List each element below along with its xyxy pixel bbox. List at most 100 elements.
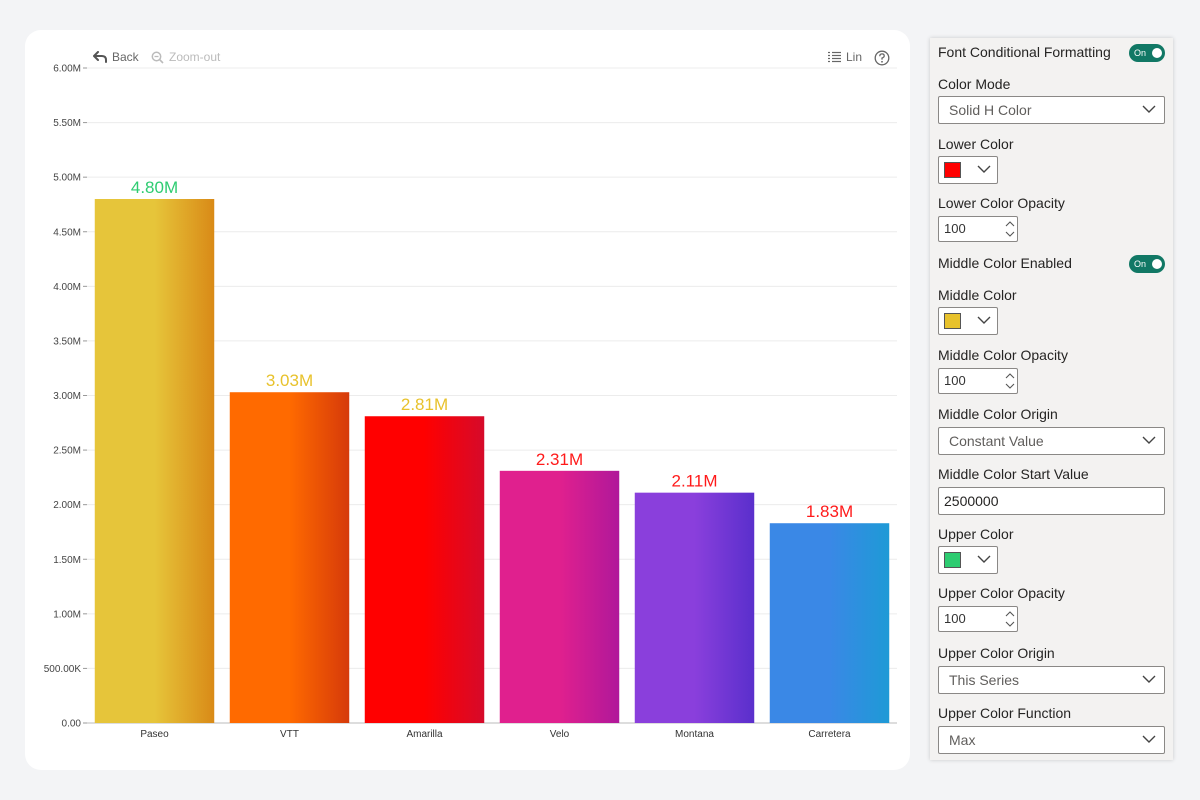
upper-color-origin-label: Upper Color Origin <box>938 645 1055 661</box>
font-conditional-formatting-toggle[interactable]: On <box>1129 44 1165 62</box>
lower-color-row: Lower Color <box>938 135 1165 184</box>
x-category-label: Velo <box>550 729 570 740</box>
y-tick-label: 5.50M <box>53 118 81 129</box>
spinner-arrows-icon[interactable] <box>1004 218 1016 240</box>
upper-color-opacity-value: 100 <box>944 611 966 626</box>
upper-color-label: Upper Color <box>938 526 1014 542</box>
bar <box>94 199 215 723</box>
middle-color-enabled-toggle[interactable]: On <box>1129 255 1165 273</box>
upper-color-opacity-row: Upper Color Opacity 100 <box>938 584 1165 632</box>
bar <box>499 470 620 723</box>
scale-toggle-button[interactable]: Lin <box>827 50 862 64</box>
middle-color-enabled-label: Middle Color Enabled <box>938 255 1072 271</box>
toggle-knob <box>1152 259 1162 269</box>
y-tick-label: 4.00M <box>53 282 81 293</box>
upper-color-row: Upper Color <box>938 525 1165 574</box>
chevron-down-icon <box>977 316 991 324</box>
spinner-arrows-icon[interactable] <box>1004 608 1016 630</box>
color-mode-dropdown[interactable]: Solid H Color <box>938 96 1165 124</box>
y-tick-label: 3.00M <box>53 391 81 402</box>
y-tick-label: 3.50M <box>53 336 81 347</box>
middle-color-enabled-row: Middle Color Enabled On <box>938 254 1165 273</box>
back-label: Back <box>112 50 139 64</box>
middle-color-origin-row: Middle Color Origin Constant Value <box>938 405 1165 455</box>
lower-color-picker[interactable] <box>938 156 998 184</box>
x-category-label: VTT <box>280 729 299 740</box>
help-icon <box>874 50 890 66</box>
chevron-down-icon <box>977 165 991 173</box>
upper-color-origin-value: This Series <box>949 672 1020 688</box>
lower-color-opacity-value: 100 <box>944 221 966 236</box>
middle-color-opacity-row: Middle Color Opacity 100 <box>938 346 1165 394</box>
bar <box>364 416 485 723</box>
bar <box>769 523 890 723</box>
color-mode-value: Solid H Color <box>949 102 1032 118</box>
bar-chart: 0.00 500.00K 1.00M 1.50M 2.00M 2.50M 3.00M 3.50… <box>44 64 897 740</box>
y-tick-label: 6.00M <box>53 64 81 75</box>
scale-label: Lin <box>845 50 862 64</box>
bar <box>229 392 350 723</box>
upper-color-function-dropdown[interactable]: Max <box>938 726 1165 754</box>
middle-color-opacity-value: 100 <box>944 373 966 388</box>
color-mode-label: Color Mode <box>938 76 1011 92</box>
middle-color-picker[interactable] <box>938 307 998 335</box>
x-category-label: Montana <box>675 729 714 740</box>
y-tick-label: 500.00K <box>44 664 82 675</box>
middle-color-start-label: Middle Color Start Value <box>938 466 1089 482</box>
lower-color-swatch <box>944 162 961 178</box>
data-label: 2.81M <box>401 395 448 414</box>
toggle-knob <box>1152 48 1162 58</box>
chart-toolbar: Back Zoom-out Lin <box>25 50 910 70</box>
help-button[interactable] <box>874 50 890 66</box>
middle-color-start-value: 2500000 <box>944 493 999 509</box>
upper-color-opacity-label: Upper Color Opacity <box>938 585 1065 601</box>
zoom-out-icon <box>151 51 164 64</box>
chevron-down-icon <box>1142 675 1156 683</box>
data-label: 4.80M <box>131 178 178 197</box>
chart-card: 0.00 500.00K 1.00M 1.50M 2.00M 2.50M 3.00M 3.50… <box>25 30 910 770</box>
zoom-out-button[interactable]: Zoom-out <box>151 50 220 64</box>
x-category-label: Carretera <box>808 729 851 740</box>
upper-color-function-label: Upper Color Function <box>938 705 1072 721</box>
lower-color-label: Lower Color <box>938 136 1014 152</box>
y-tick-label: 4.50M <box>53 227 81 238</box>
middle-color-origin-label: Middle Color Origin <box>938 406 1058 422</box>
middle-color-swatch <box>944 313 961 329</box>
middle-color-opacity-label: Middle Color Opacity <box>938 347 1068 363</box>
x-category-label: Paseo <box>140 729 169 740</box>
data-label: 1.83M <box>806 502 853 521</box>
upper-color-picker[interactable] <box>938 546 998 574</box>
data-label: 3.03M <box>266 371 313 390</box>
data-label: 2.11M <box>672 472 718 491</box>
y-tick-label: 1.50M <box>53 555 81 566</box>
y-tick-label: 1.00M <box>53 609 81 620</box>
y-tick-label: 0.00 <box>62 719 82 730</box>
middle-color-start-input[interactable]: 2500000 <box>938 487 1165 515</box>
chevron-down-icon <box>977 555 991 563</box>
lower-color-opacity-row: Lower Color Opacity 100 <box>938 194 1165 242</box>
chevron-down-icon <box>1142 105 1156 113</box>
middle-color-row: Middle Color <box>938 286 1165 335</box>
middle-color-origin-value: Constant Value <box>949 433 1044 449</box>
font-conditional-formatting-label: Font Conditional Formatting <box>938 44 1111 60</box>
spinner-arrows-icon[interactable] <box>1004 370 1016 392</box>
upper-color-opacity-spinner[interactable]: 100 <box>938 606 1018 632</box>
middle-color-start-row: Middle Color Start Value 2500000 <box>938 465 1165 515</box>
x-category-label: Amarilla <box>406 729 443 740</box>
y-tick-label: 5.00M <box>53 173 81 184</box>
upper-color-origin-dropdown[interactable]: This Series <box>938 666 1165 694</box>
font-conditional-formatting-row: Font Conditional Formatting On <box>938 43 1165 62</box>
middle-color-origin-dropdown[interactable]: Constant Value <box>938 427 1165 455</box>
format-panel: Font Conditional Formatting On Color Mod… <box>930 38 1173 760</box>
upper-color-origin-row: Upper Color Origin This Series <box>938 644 1165 694</box>
chevron-down-icon <box>1142 735 1156 743</box>
color-mode-row: Color Mode Solid H Color <box>938 75 1165 124</box>
toggle-state-text: On <box>1134 48 1147 58</box>
middle-color-label: Middle Color <box>938 287 1017 303</box>
back-button[interactable]: Back <box>93 50 139 64</box>
bar <box>634 492 755 723</box>
middle-color-opacity-spinner[interactable]: 100 <box>938 368 1018 394</box>
upper-color-swatch <box>944 552 961 568</box>
chevron-down-icon <box>1142 436 1156 444</box>
lower-color-opacity-spinner[interactable]: 100 <box>938 216 1018 242</box>
